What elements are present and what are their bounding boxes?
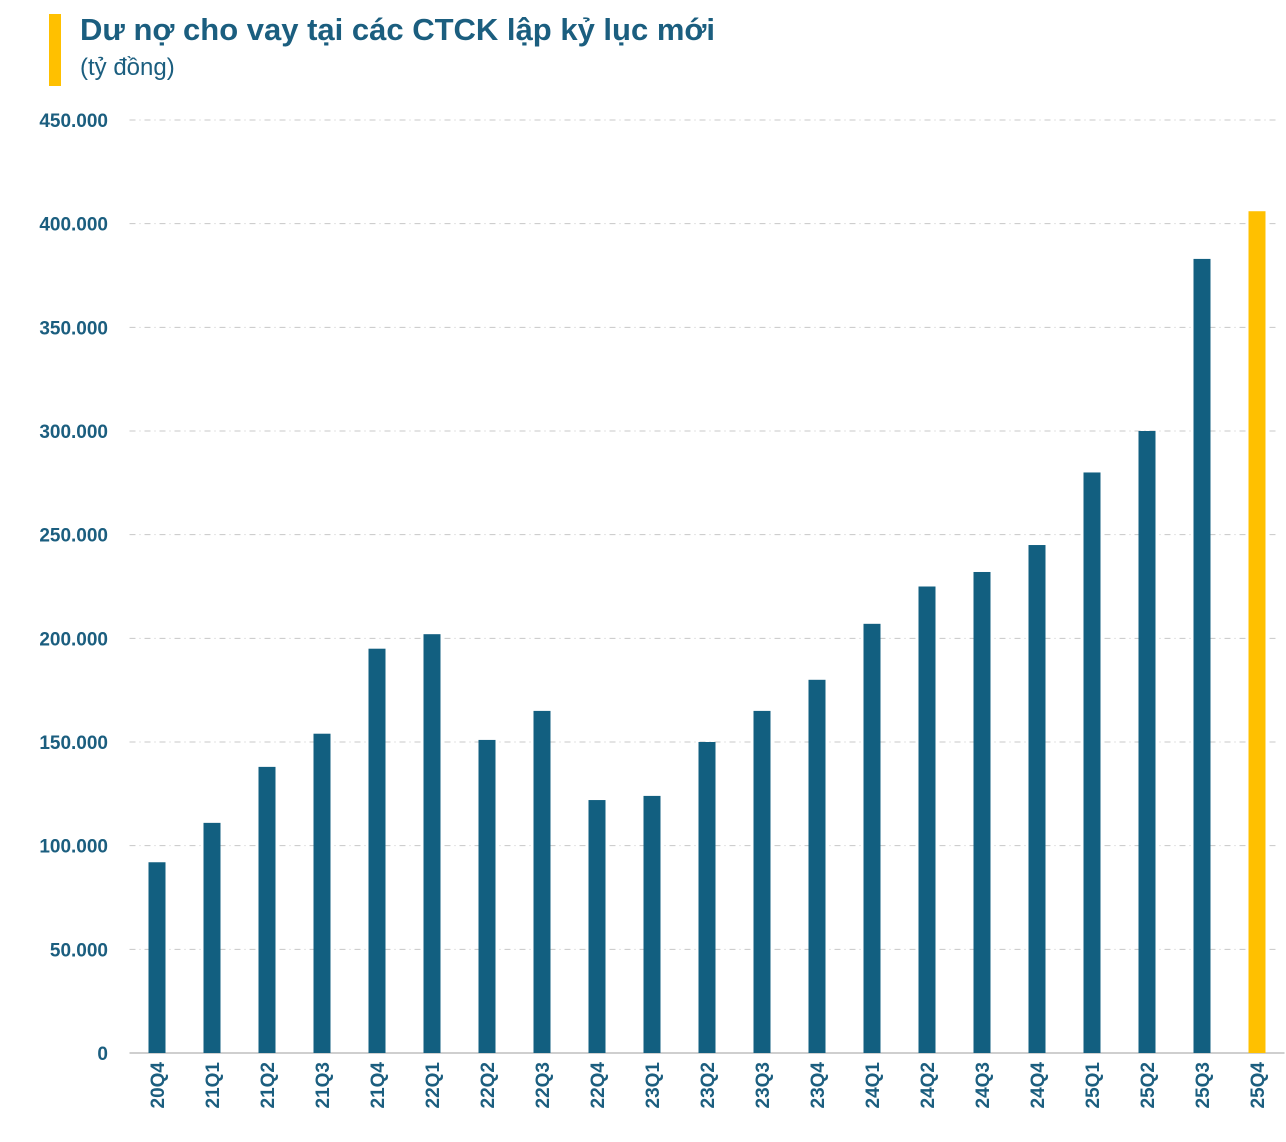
x-tick-label: 23Q3 [753,1062,774,1108]
y-tick-label: 200.000 [39,629,108,650]
bar-22Q3 [533,710,551,1053]
y-tick-label: 100.000 [39,837,108,858]
chart-title: Dư nợ cho vay tại các CTCK lập kỷ lục mớ… [80,12,716,47]
y-tick-label: 50.000 [50,940,108,961]
x-tick-label: 25Q3 [1193,1062,1214,1108]
bar-24Q3 [973,571,991,1053]
x-tick-label: 25Q2 [1138,1062,1159,1108]
bar-21Q3 [313,733,331,1053]
y-tick-label: 0 [97,1044,108,1065]
y-tick-label: 450.000 [39,111,108,132]
x-tick-label: 20Q4 [148,1062,169,1109]
x-tick-label: 22Q4 [588,1062,609,1109]
bar-22Q1 [423,634,441,1053]
x-tick-label: 21Q4 [368,1062,389,1109]
bar-20Q4 [148,862,166,1053]
bar-24Q1 [863,623,881,1053]
bar-22Q2 [478,739,496,1053]
bar-21Q2 [258,766,276,1053]
title-accent-bar [49,14,61,86]
y-tick-label: 350.000 [39,318,108,339]
x-tick-label: 24Q4 [1028,1062,1049,1109]
y-tick-label: 150.000 [39,733,108,754]
bar-23Q4 [808,679,826,1053]
x-tick-label: 23Q4 [808,1062,829,1109]
x-tick-label: 21Q3 [313,1062,334,1108]
x-tick-label: 23Q2 [698,1062,719,1108]
bar-23Q2 [698,742,716,1053]
bar-23Q3 [753,710,771,1053]
bar-25Q1 [1083,472,1101,1053]
y-tick-label: 250.000 [39,526,108,547]
bar-22Q4 [588,800,606,1053]
bar-24Q2 [918,586,936,1053]
bar-24Q4 [1028,545,1046,1053]
bar-25Q2 [1138,431,1156,1053]
bar-25Q3 [1193,258,1211,1053]
bar-21Q4 [368,648,386,1053]
y-tick-label: 300.000 [39,422,108,443]
x-tick-label: 22Q1 [423,1062,444,1109]
x-tick-label: 23Q1 [643,1062,664,1109]
x-tick-label: 21Q2 [258,1062,279,1108]
x-tick-label: 22Q2 [478,1062,499,1108]
x-tick-label: 24Q2 [918,1062,939,1108]
x-tick-label: 25Q4 [1248,1062,1269,1109]
x-tick-label: 21Q1 [203,1062,224,1109]
x-tick-label: 24Q3 [973,1062,994,1108]
bar-23Q1 [643,795,661,1053]
bar-25Q4 [1248,211,1266,1053]
bar-21Q1 [203,822,221,1053]
x-tick-label: 22Q3 [533,1062,554,1108]
y-tick-label: 400.000 [39,215,108,236]
x-tick-label: 24Q1 [863,1062,884,1109]
x-tick-label: 25Q1 [1083,1062,1104,1109]
chart-subtitle: (tỷ đồng) [80,54,175,81]
